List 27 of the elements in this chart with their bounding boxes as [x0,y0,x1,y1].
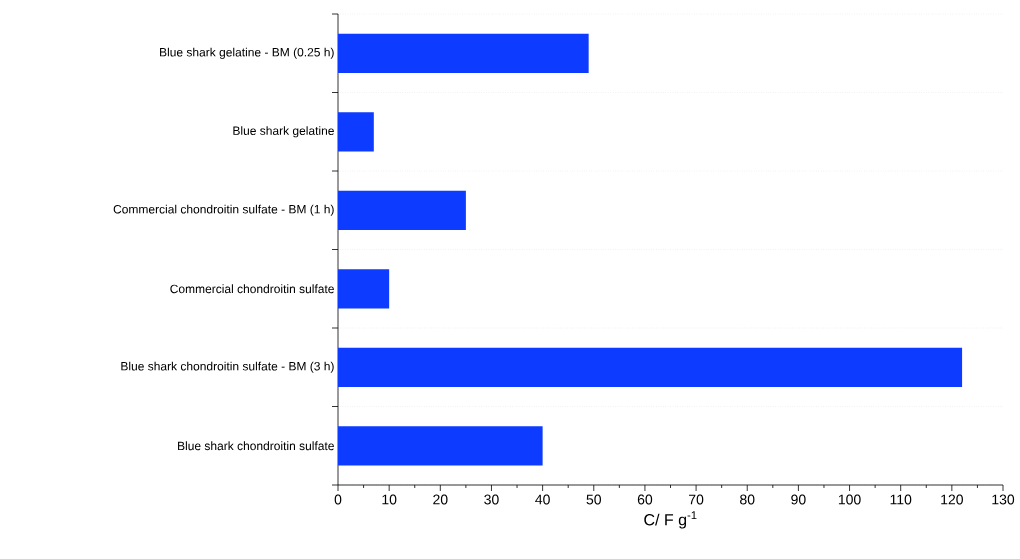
x-tick-label: 120 [941,494,963,505]
bar [338,347,963,387]
y-tick-label: Blue shark gelatine [233,126,334,138]
x-tick-label: 70 [689,494,704,505]
x-tick-label: 0 [334,494,342,505]
bar [338,190,466,230]
bar [338,112,374,152]
x-tick-label: 130 [992,494,1015,505]
x-tick-label: 60 [637,494,653,505]
bar [338,269,390,309]
x-axis-title: C/ F g$^{-1}$ [644,511,697,529]
y-tick-label: Blue shark chondroitin sulfate - BM (3 h) [121,361,334,373]
y-tick-label: Blue shark chondroitin sulfate [178,441,334,451]
x-tick-label: 90 [791,494,806,505]
x-tick-label: 10 [382,494,397,505]
x-tick-label: 100 [838,494,861,505]
x-tick-label: 20 [433,494,448,505]
x-tick-label: 110 [890,494,912,505]
bar [338,33,589,73]
y-tick-label: Blue shark gelatine - BM (0.25 h) [160,47,334,59]
y-tick-label: Commercial chondroitin sulfate [170,284,334,294]
x-tick-label: 80 [740,494,755,505]
x-tick-label: 40 [535,494,550,505]
x-tick-label: 50 [586,494,602,505]
bar [338,426,543,466]
x-tick-label: 30 [484,494,499,505]
y-tick-label: Commercial chondroitin sulfate - BM (1 h) [113,204,334,216]
